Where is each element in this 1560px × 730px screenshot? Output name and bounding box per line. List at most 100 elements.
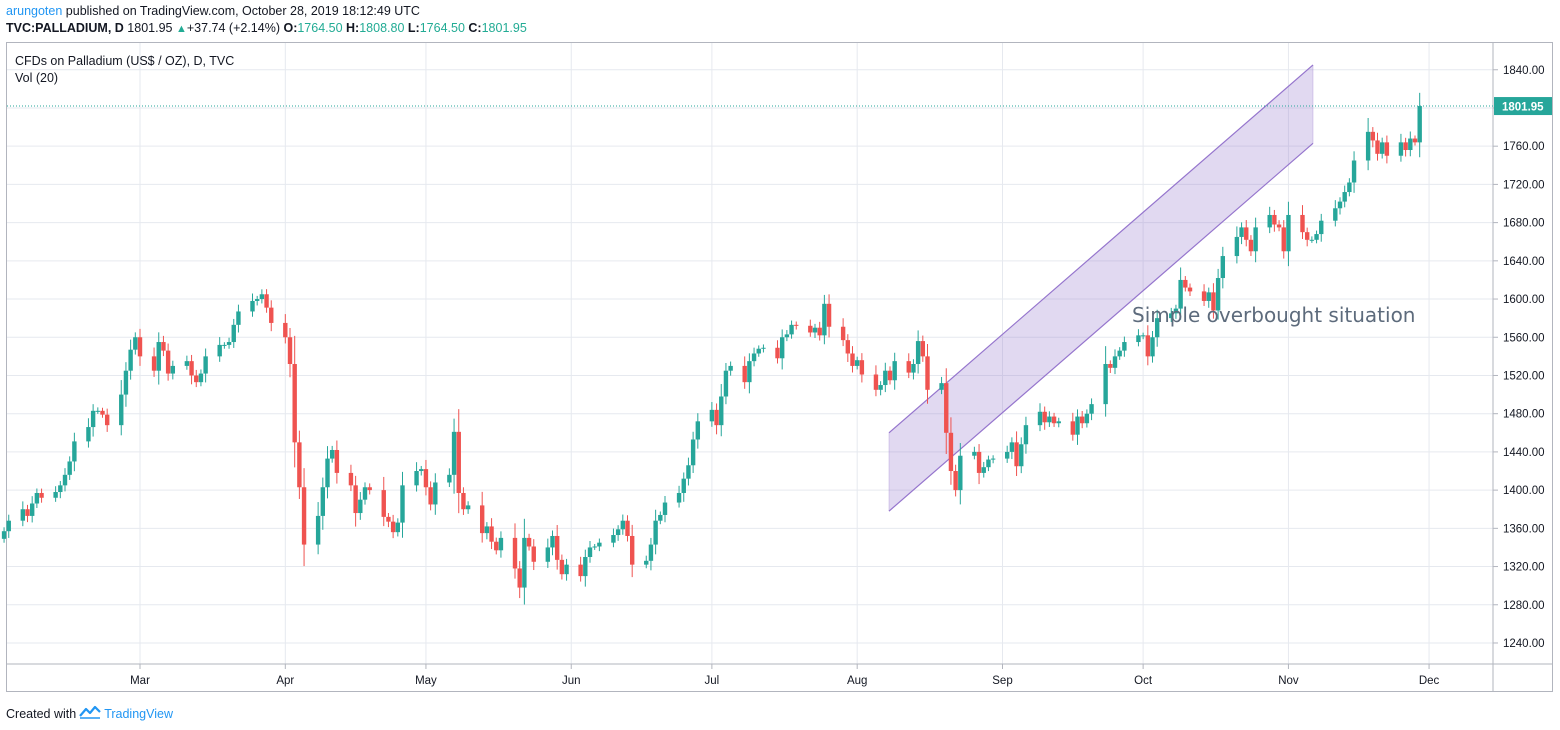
candle-body [1051,416,1057,424]
candle [1108,360,1113,373]
candle-body [133,337,138,350]
candle [400,471,405,538]
candle [264,289,269,313]
candle-body [297,442,302,488]
candle [395,518,401,537]
tradingview-brand[interactable]: TradingView [104,706,173,721]
volume-indicator-label[interactable]: Vol (20) [15,71,58,85]
candle [58,481,63,499]
candle [72,432,77,472]
close-value: 1801.95 [481,21,527,35]
low-value: 1764.50 [419,21,465,35]
candle-body [489,526,494,542]
candle-body [198,373,204,383]
candle-body [775,347,780,359]
author-link[interactable]: arungoten [6,4,63,18]
candle-body [1047,416,1052,423]
candle [1,527,7,543]
candle-body [301,487,307,545]
y-tick-label: 1680.00 [1503,218,1545,230]
candle-body [320,487,326,516]
x-tick-label: Apr [276,675,294,687]
candle [1248,235,1254,256]
candle-body [1150,337,1155,357]
candle [184,355,190,370]
candle-body [395,522,401,533]
candle-body [714,409,719,426]
candle-body [1211,292,1216,311]
candle-body [1140,335,1146,337]
candle-body [719,396,724,426]
candle-body [686,465,691,479]
candle [1206,287,1211,308]
candle [1084,409,1090,428]
candle-body [53,492,58,498]
x-tick-label: Aug [847,675,867,687]
candle-body [1379,142,1385,154]
candle-body [976,451,982,473]
candle-body [62,474,68,486]
candle [1042,406,1047,430]
candle-body [456,431,461,493]
candle-body [1173,308,1179,314]
candle [719,384,724,437]
x-tick-label: May [415,675,437,687]
candle-body [86,427,91,442]
candle-body [761,347,766,349]
candle-body [1286,214,1291,252]
tradingview-logo-icon[interactable] [79,705,101,722]
candle-body [676,492,682,503]
candle [583,549,588,587]
candle [878,381,883,396]
candle-body [1365,131,1371,161]
candle-body [1384,142,1390,156]
candle-body [1215,278,1221,311]
candle [1281,220,1286,259]
candle [1398,133,1404,162]
candle-body [648,544,654,561]
x-tick-label: Oct [1134,675,1153,687]
candle-body [386,516,391,522]
candle-body [756,348,761,354]
annotation-text[interactable]: Simple overbought situation [1132,303,1416,327]
candle-body [1004,451,1010,459]
candle [423,459,429,496]
candle [90,404,96,437]
candle-body [25,509,30,516]
candle-body [1183,279,1188,288]
candle-body [789,324,794,335]
candle-body [522,537,527,588]
y-tick-label: 1480.00 [1503,409,1545,421]
candle [325,446,330,499]
candle-body [1,531,7,539]
candle [100,407,105,418]
candle-body [840,326,846,341]
candle-body [925,356,930,390]
candle-body [878,385,883,390]
candle [297,430,302,499]
candle-body [526,537,532,547]
candle-body [981,467,986,473]
candle-body [231,324,236,343]
candle [1023,416,1029,454]
x-tick-label: Jul [705,675,720,687]
chart-frame[interactable] [6,42,1553,692]
candle-body [1108,364,1113,368]
high-label: H: [346,21,360,35]
candle-body [1014,442,1019,467]
candle-body [1244,227,1249,240]
candle-body [972,451,977,456]
candle [1169,307,1174,322]
last-price-badge [1494,97,1552,116]
candle-body [353,485,358,514]
candle-body [390,521,396,533]
candle-body [742,365,747,383]
candle [747,353,752,394]
candle-body [203,356,208,374]
candle [29,496,35,523]
candle [1370,127,1376,148]
candle [822,294,827,345]
candle-body [20,509,26,521]
candle [329,445,335,463]
